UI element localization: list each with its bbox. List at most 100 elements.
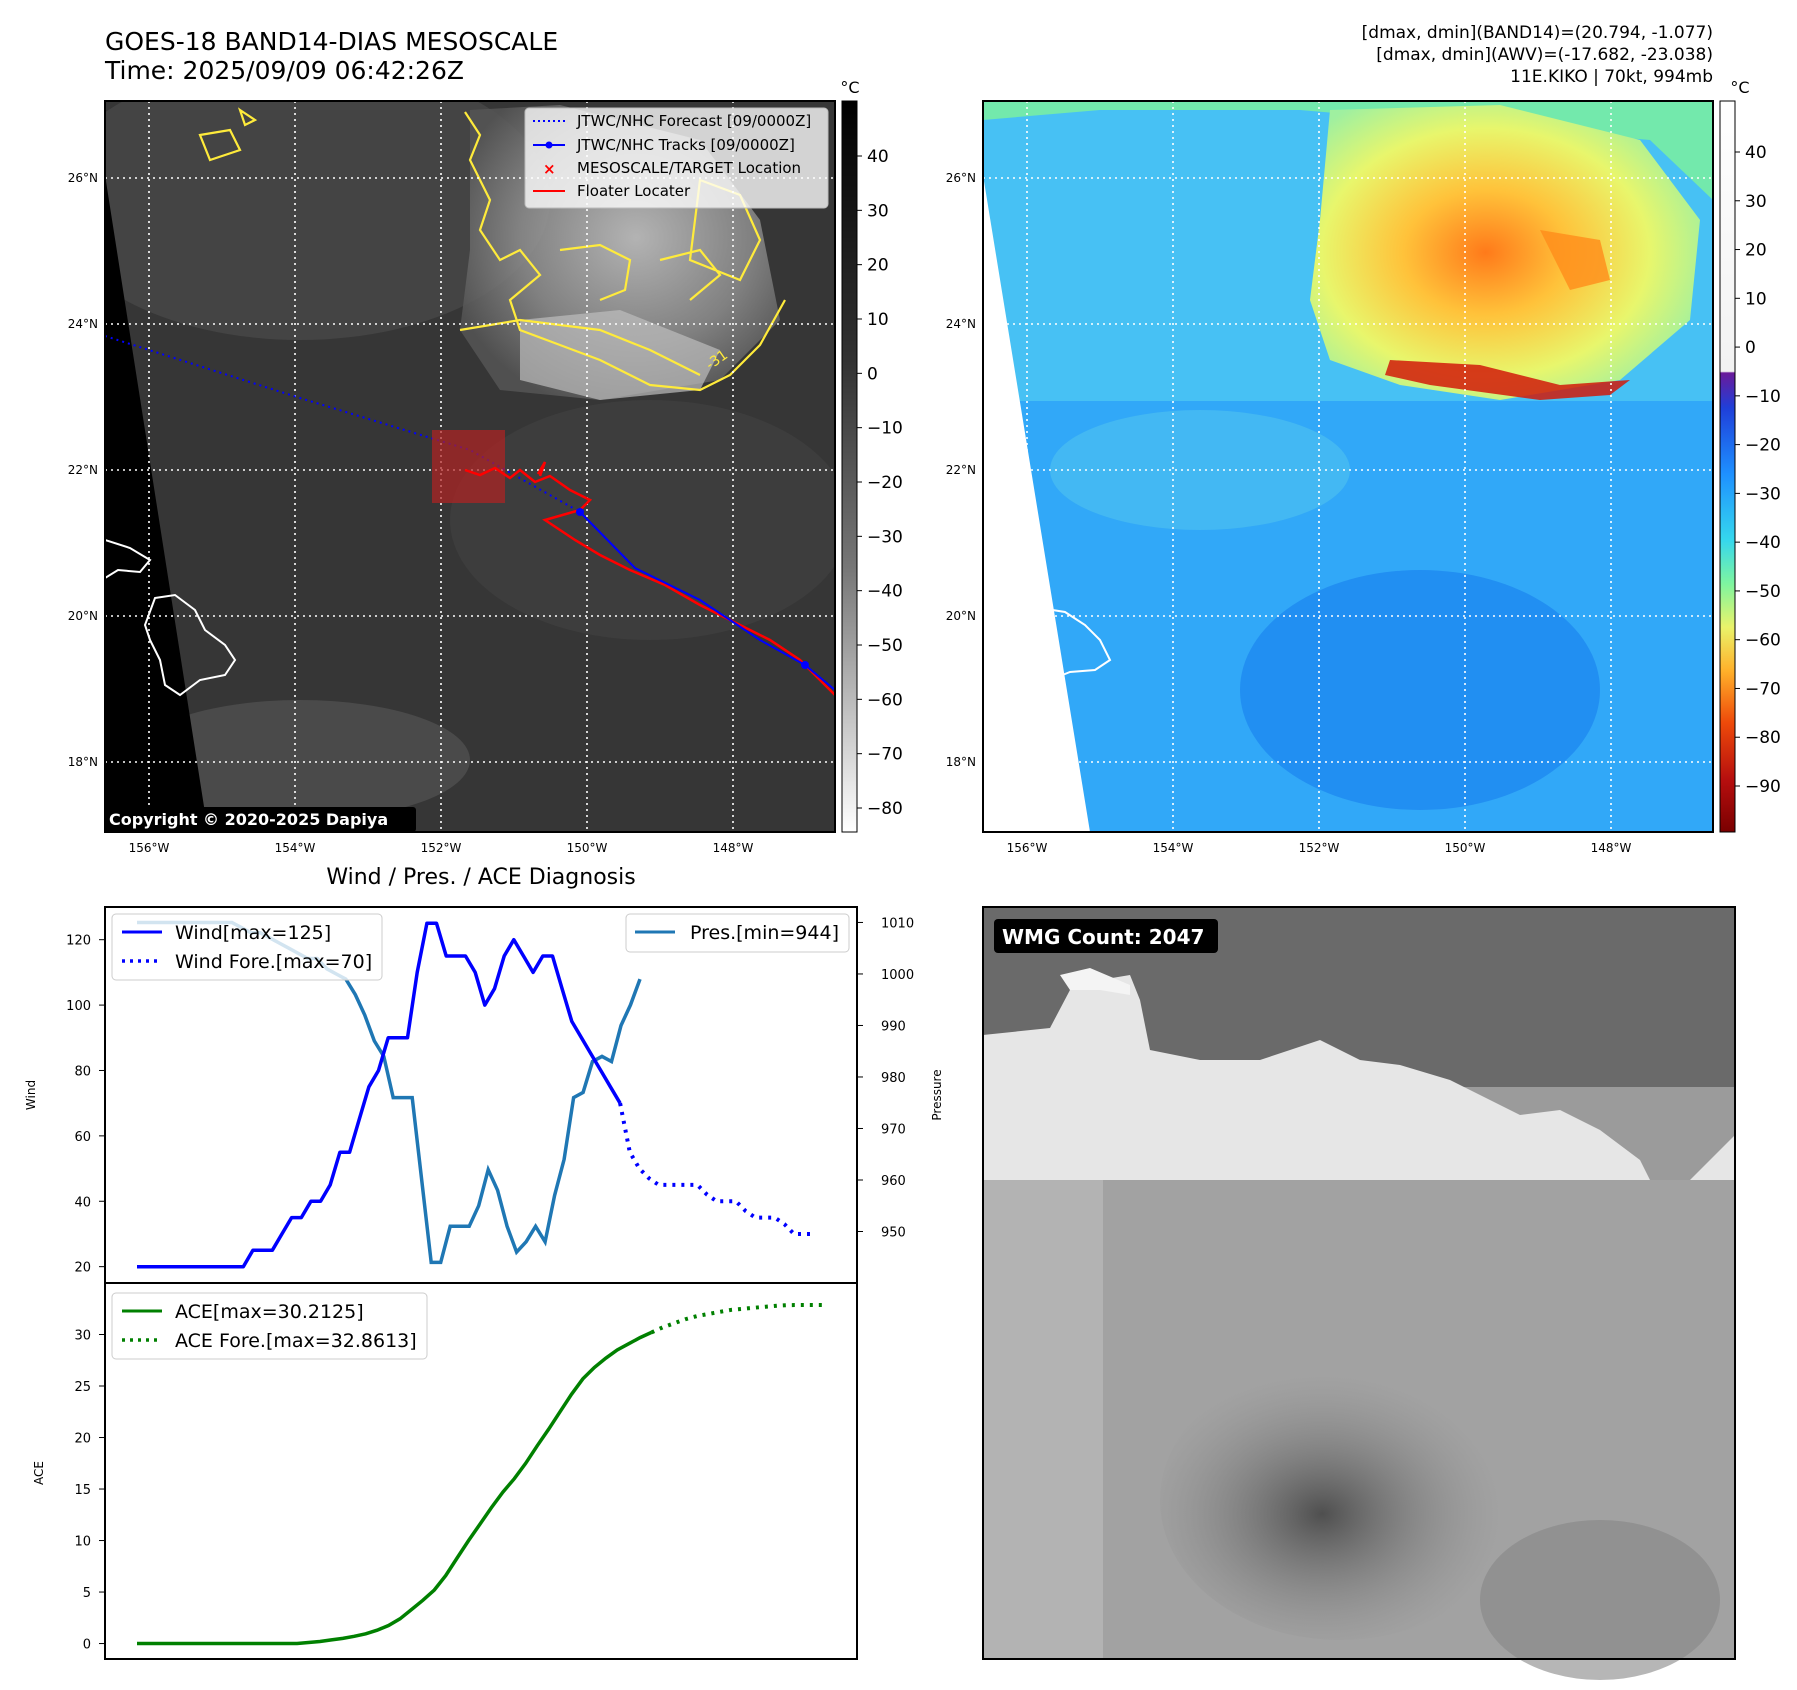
color-colorbar-tick-label: 10 <box>1745 289 1767 309</box>
ace-y-tick-label: 30 <box>74 1329 91 1344</box>
wind-y-tick-label: 40 <box>74 1195 91 1210</box>
gray-colorbar-tick-label: −10 <box>867 419 903 439</box>
lat-tick-18n: 18°N <box>68 755 98 769</box>
legend-ace-forecast: ACE Fore.[max=32.8613] <box>175 1330 417 1352</box>
r-lat-tick-20n: 20°N <box>946 609 976 623</box>
lat-tick-20n: 20°N <box>68 609 98 623</box>
hawaii-big-island-right <box>1038 606 1112 682</box>
gray-colorbar-unit: °C <box>840 78 859 97</box>
legend-tracks: JTWC/NHC Tracks [09/0000Z] <box>576 136 795 154</box>
cold-cloud-contour <box>198 107 786 392</box>
lat-tick-22n: 22°N <box>68 463 98 477</box>
gray-colorbar-tick-label: 10 <box>867 310 889 330</box>
pressure-y-tick-label: 960 <box>881 1174 906 1189</box>
diagnosis-title: Wind / Pres. / ACE Diagnosis <box>326 865 635 890</box>
gray-colorbar-tick-label: −40 <box>867 582 903 602</box>
ace-axis-label: ACE <box>32 1461 46 1485</box>
info-band14: [dmax, dmin](BAND14)=(20.794, -1.077) <box>1362 23 1713 43</box>
r-lon-tick-156w: 156°W <box>1007 841 1048 855</box>
legend-forecast: JTWC/NHC Forecast [09/0000Z] <box>576 112 811 130</box>
wind-legend: Wind[max=125] Wind Fore.[max=70] <box>111 913 383 981</box>
forecast-track <box>105 335 581 513</box>
gray-colorbar-tick-label: −30 <box>867 527 903 547</box>
wind-line <box>137 921 622 1269</box>
color-colorbar-tick-label: 20 <box>1745 241 1767 261</box>
best-track <box>579 511 835 691</box>
lon-tick-148w: 148°W <box>713 841 754 855</box>
r-lat-tick-18n: 18°N <box>946 755 976 769</box>
pressure-y-tick-label: 980 <box>881 1071 906 1086</box>
color-map-panel: 156°W 154°W 152°W 150°W 148°W 26°N 24°N … <box>946 100 1714 855</box>
color-colorbar-tick-label: −30 <box>1745 484 1781 504</box>
wind-axis-label: Wind <box>24 1080 38 1110</box>
color-colorbar-tick-label: 0 <box>1745 338 1756 358</box>
gray-colorbar-tick-label: −60 <box>867 690 903 710</box>
copyright-label: Copyright © 2020-2025 Dapiya <box>109 810 388 829</box>
gray-colorbar-tick-label: 20 <box>867 256 889 276</box>
legend-target: MESOSCALE/TARGET Location <box>577 159 801 177</box>
color-colorbar-tick-label: −60 <box>1745 631 1781 651</box>
target-location-box <box>432 430 505 503</box>
r-lon-tick-148w: 148°W <box>1591 841 1632 855</box>
legend-pressure: Pres.[min=944] <box>690 922 839 944</box>
ace-line <box>137 1330 653 1646</box>
color-colorbar-tick-label: −40 <box>1745 533 1781 553</box>
legend-floater: Floater Locater <box>577 182 691 200</box>
ace-forecast-line <box>650 1303 823 1335</box>
color-colorbar-tick-label: −50 <box>1745 582 1781 602</box>
pressure-y-tick-label: 970 <box>881 1122 906 1137</box>
legend-wind-forecast: Wind Fore.[max=70] <box>175 951 372 973</box>
pressure-y-tick-label: 1010 <box>881 916 914 931</box>
r-lat-tick-22n: 22°N <box>946 463 976 477</box>
lat-tick-26n: 26°N <box>68 171 98 185</box>
r-lon-tick-154w: 154°W <box>1153 841 1194 855</box>
ace-chart: ACE 30 25 20 15 10 5 0 ACE[max=30.2125] ACE Fo… <box>32 1282 858 1660</box>
ace-legend: ACE[max=30.2125] ACE Fore.[max=32.8613] <box>111 1292 428 1360</box>
legend-wind: Wind[max=125] <box>175 922 331 944</box>
wind-y-tick-label: 60 <box>74 1130 91 1145</box>
hawaii-big-island <box>143 593 237 697</box>
color-colorbar-tick-label: −70 <box>1745 679 1781 699</box>
r-lon-tick-150w: 150°W <box>1445 841 1486 855</box>
figure-time: Time: 2025/09/09 06:42:26Z <box>104 56 464 85</box>
ace-y-tick-label: 20 <box>74 1432 91 1447</box>
ace-y-tick-label: 10 <box>74 1535 91 1550</box>
color-colorbar-tick-label: −10 <box>1745 387 1781 407</box>
r-lat-tick-26n: 26°N <box>946 171 976 185</box>
gray-colorbar-tick-label: −20 <box>867 473 903 493</box>
figure-title: GOES-18 BAND14-DIAS MESOSCALE <box>105 27 558 56</box>
ace-y-tick-label: 15 <box>74 1483 91 1498</box>
lon-tick-154w: 154°W <box>275 841 316 855</box>
legend-target-marker-icon: × <box>543 160 556 178</box>
color-colorbar-tick-label: 40 <box>1745 143 1767 163</box>
gray-colorbar-tick-label: 30 <box>867 201 889 221</box>
pressure-axis-label: Pressure <box>930 1069 944 1120</box>
pressure-y-tick-label: 1000 <box>881 968 914 983</box>
lon-tick-150w: 150°W <box>567 841 608 855</box>
gray-colorbar-tick-label: −50 <box>867 636 903 656</box>
gray-colorbar-tick-label: −70 <box>867 745 903 765</box>
info-storm: 11E.KIKO | 70kt, 994mb <box>1510 67 1713 87</box>
ace-y-tick-label: 0 <box>83 1638 91 1653</box>
gray-colorbar-tick-label: 40 <box>867 147 889 167</box>
wind-y-tick-label: 120 <box>66 934 91 949</box>
color-colorbar-tick-label: 30 <box>1745 192 1767 212</box>
wmg-count-label: WMG Count: 2047 <box>1002 925 1204 949</box>
wind-y-tick-label: 80 <box>74 1064 91 1079</box>
pressure-y-tick-label: 990 <box>881 1019 906 1034</box>
ace-y-tick-label: 5 <box>83 1586 91 1601</box>
color-colorbar-unit: °C <box>1730 78 1749 97</box>
color-colorbar-tick-label: −80 <box>1745 728 1781 748</box>
wind-y-tick-label: 100 <box>66 999 91 1014</box>
pressure-y-tick-label: 950 <box>881 1225 906 1240</box>
ir-map-panel: -31 <box>68 100 836 855</box>
wmg-panel: WMG Count: 2047 <box>982 906 1736 1680</box>
lat-tick-24n: 24°N <box>68 317 98 331</box>
gray-colorbar-tick-label: −80 <box>867 799 903 819</box>
color-colorbar: °C 40 30 20 10 0 −10 −20 −30 −40 −50 −60 −70 −80 −90 <box>1719 78 1781 833</box>
lon-tick-152w: 152°W <box>421 841 462 855</box>
gray-colorbar: °C 40 30 20 10 0 −10 −20 −30 −40 −50 −60 −70 −80 <box>840 78 903 833</box>
wind-y-tick-label: 20 <box>74 1261 91 1276</box>
map-legend: JTWC/NHC Forecast [09/0000Z] JTWC/NHC Tr… <box>524 107 829 209</box>
